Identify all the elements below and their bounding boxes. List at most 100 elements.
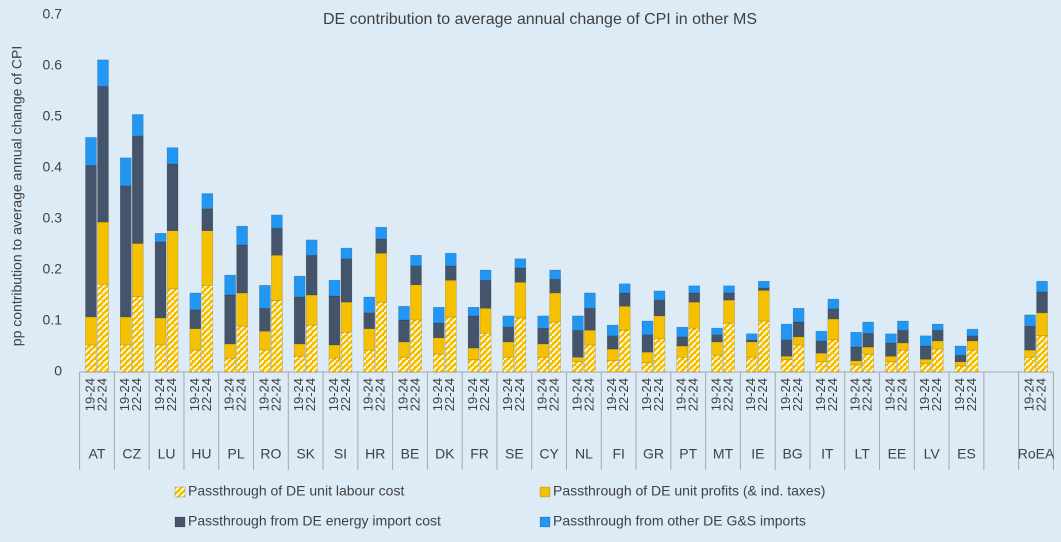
- x-tick-label: 19-24: [361, 378, 376, 411]
- bar-segment: [201, 193, 214, 210]
- group-label: IE: [751, 446, 764, 462]
- bar-segment: [584, 292, 596, 309]
- x-tick-label: 19-24: [256, 378, 271, 411]
- legend-swatch: [174, 486, 186, 498]
- y-axis-label: pp contribution to average annual change…: [9, 46, 25, 346]
- bar-segment: [827, 318, 840, 341]
- bar-segment: [815, 352, 828, 363]
- bar-segment: [398, 319, 410, 343]
- bar-segment: [189, 349, 202, 373]
- bar-segment: [166, 147, 179, 165]
- bar-segment: [305, 254, 318, 296]
- x-tick-label: 19-24: [848, 378, 863, 411]
- y-tick-label: 0.2: [43, 261, 63, 277]
- bar-segment: [746, 333, 758, 341]
- bar-segment: [862, 332, 874, 348]
- group-label: NL: [575, 446, 593, 462]
- x-tick-label: 22-24: [199, 378, 214, 411]
- bar-segment: [445, 279, 457, 318]
- bar-segment: [189, 292, 202, 311]
- bar-segment: [897, 349, 909, 373]
- bar-segment: [398, 305, 410, 321]
- bar-segment: [502, 315, 515, 328]
- bar-segment: [467, 315, 480, 349]
- bar-segment: [1024, 349, 1036, 358]
- bar-segment: [641, 351, 654, 364]
- legend-swatch: [539, 486, 551, 498]
- bar-segment: [606, 360, 619, 373]
- x-tick-label: 19-24: [743, 378, 758, 411]
- bar-segment: [549, 292, 561, 323]
- bar-segment: [236, 325, 248, 373]
- bar-segment: [363, 312, 375, 329]
- bar-segment: [97, 59, 109, 87]
- bar-segment: [433, 353, 445, 373]
- x-tick-label: 19-24: [222, 378, 237, 411]
- bar-segment: [154, 233, 167, 243]
- bar-segment: [1036, 280, 1048, 293]
- bar-segment: [1036, 335, 1048, 373]
- bar-segment: [862, 353, 874, 373]
- bar-segment: [514, 281, 527, 319]
- bar-segment: [97, 284, 109, 373]
- x-tick-label: 22-24: [651, 378, 666, 411]
- bar-segment: [363, 296, 375, 314]
- bar-segment: [398, 356, 410, 373]
- bar-segment: [676, 356, 688, 373]
- x-tick-label: 22-24: [94, 378, 109, 411]
- bar-segment: [467, 306, 480, 317]
- bar-segment: [271, 214, 283, 229]
- bar-segment: [479, 308, 492, 334]
- bar-segment: [259, 285, 271, 309]
- chart-title: DE contribution to average annual change…: [323, 11, 757, 28]
- bar-segment: [850, 364, 862, 373]
- bar-segment: [966, 335, 979, 342]
- bar-segment: [537, 343, 549, 358]
- bar-segment: [827, 298, 840, 310]
- x-tick-label: 22-24: [581, 378, 596, 411]
- y-tick-label: 0: [54, 363, 62, 379]
- bar-segment: [328, 344, 341, 359]
- bar-segment: [445, 265, 457, 281]
- bar-segment: [445, 316, 457, 373]
- bar-segment: [723, 322, 735, 373]
- bar-segment: [236, 292, 248, 327]
- x-tick-label: 19-24: [187, 378, 202, 411]
- legend-label: Passthrough from other DE G&S imports: [553, 513, 806, 529]
- legend-label: Passthrough of DE unit labour cost: [188, 483, 404, 499]
- x-tick-label: 22-24: [407, 378, 422, 411]
- group-label: CZ: [122, 446, 141, 462]
- bar-segment: [966, 349, 979, 373]
- bar-segment: [340, 331, 353, 373]
- bar-segment: [340, 247, 353, 260]
- group-label: BG: [782, 446, 802, 462]
- y-tick-label: 0.7: [43, 6, 63, 22]
- bar-segment: [653, 290, 666, 301]
- bar-segment: [398, 341, 410, 358]
- bar-segment: [375, 238, 387, 254]
- bar-segment: [885, 342, 897, 357]
- bar-segment: [792, 336, 805, 346]
- bar-segment: [966, 328, 979, 337]
- bar-segment: [224, 294, 236, 345]
- bar-segment: [502, 356, 515, 373]
- x-tick-label: 19-24: [152, 378, 167, 411]
- x-tick-label: 19-24: [882, 378, 897, 411]
- x-tick-label: 22-24: [755, 378, 770, 411]
- bar-segment: [410, 284, 422, 321]
- bar-segment: [375, 252, 387, 303]
- bar-segment: [885, 355, 897, 363]
- legend-label: Passthrough from DE energy import cost: [188, 513, 441, 529]
- bar-segment: [375, 226, 387, 240]
- x-tick-label: 19-24: [674, 378, 689, 411]
- bar-segment: [676, 336, 688, 347]
- bar-segment: [305, 324, 318, 373]
- x-tick-label: 22-24: [894, 378, 909, 411]
- x-tick-label: 22-24: [964, 378, 979, 411]
- group-label: FR: [470, 446, 489, 462]
- x-tick-label: 19-24: [535, 378, 550, 411]
- bar-segment: [606, 335, 619, 350]
- x-tick-label: 22-24: [1033, 378, 1048, 411]
- bar-segment: [549, 278, 561, 294]
